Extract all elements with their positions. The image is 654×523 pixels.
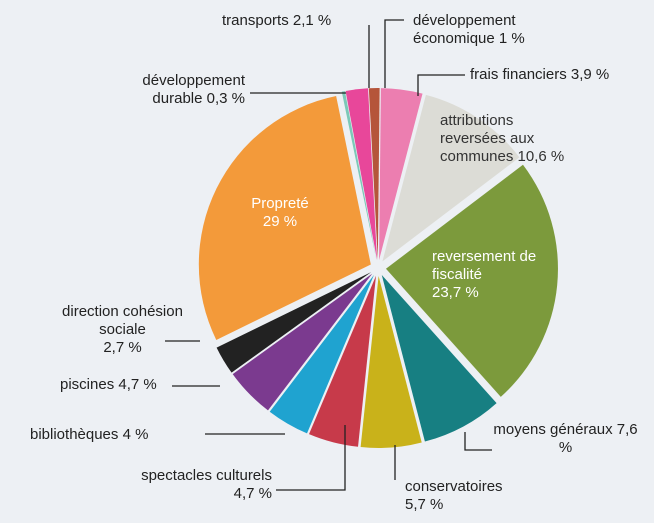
category-name: développement économique bbox=[413, 12, 516, 47]
leader-line bbox=[276, 425, 346, 491]
slice bbox=[341, 91, 377, 261]
slice-label: piscines 4,7 % bbox=[60, 376, 175, 394]
slice bbox=[216, 272, 372, 373]
category-name: moyens généraux bbox=[493, 421, 613, 438]
leader-line bbox=[384, 19, 404, 88]
slice-label: reversement de fiscalité 23,7 % bbox=[432, 248, 552, 302]
slice-label: développement durable 0,3 % bbox=[95, 72, 245, 108]
value-label: 5,7 % bbox=[405, 496, 444, 513]
slice-label: transports 2,1 % bbox=[222, 12, 367, 30]
slice-label: Propreté 29 % bbox=[220, 195, 340, 231]
value-label: 23,7 % bbox=[432, 284, 479, 301]
category-name: piscines bbox=[60, 376, 115, 393]
leader-line bbox=[417, 74, 465, 96]
slice bbox=[360, 275, 422, 448]
value-label: 2,7 % bbox=[103, 339, 142, 356]
slice-label: direction cohésion sociale 2,7 % bbox=[40, 303, 205, 357]
slice-label: moyens généraux 7,6 % bbox=[488, 421, 643, 457]
slice-label: spectacles culturels 4,7 % bbox=[52, 467, 272, 503]
value-label: 2,1 % bbox=[292, 12, 332, 29]
slice bbox=[382, 94, 520, 262]
category-name: reversement de fiscalité bbox=[432, 248, 537, 283]
slice-label: conservatoires 5,7 % bbox=[405, 478, 545, 514]
slice bbox=[309, 275, 377, 447]
category-name: Propreté bbox=[251, 195, 309, 212]
value-label: 3,9 % bbox=[570, 66, 610, 83]
slice-label: attributions reversées aux communes 10,6… bbox=[440, 112, 575, 166]
value-label: 10,6 % bbox=[517, 148, 565, 165]
category-name: développement durable bbox=[142, 72, 245, 107]
slice bbox=[198, 96, 371, 340]
category-name: bibliothèques bbox=[30, 426, 119, 443]
slice bbox=[381, 275, 497, 442]
value-label: 29 % bbox=[262, 213, 298, 230]
slice bbox=[368, 88, 380, 261]
slice bbox=[232, 273, 373, 411]
slice-label: frais financiers 3,9 % bbox=[470, 66, 650, 84]
value-label: 0,3 % bbox=[206, 90, 245, 107]
leader-lines bbox=[165, 19, 492, 491]
slice bbox=[345, 88, 378, 261]
category-name: direction cohésion sociale bbox=[62, 303, 183, 338]
category-name: conservatoires bbox=[405, 478, 503, 495]
value-label: 7,6 % bbox=[558, 421, 638, 456]
category-name: spectacles culturels bbox=[141, 467, 272, 484]
leader-line bbox=[464, 432, 492, 451]
slice-label: développement économique 1 % bbox=[413, 12, 563, 48]
category-name: frais financiers bbox=[470, 66, 567, 83]
slice bbox=[379, 88, 423, 261]
slice bbox=[385, 164, 558, 397]
value-label: 1 % bbox=[498, 30, 525, 47]
value-label: 4 % bbox=[122, 426, 149, 443]
value-label: 4,7 % bbox=[118, 376, 157, 393]
category-name: transports bbox=[222, 12, 289, 29]
value-label: 4,7 % bbox=[233, 485, 272, 502]
category-name: attributions reversées aux communes bbox=[440, 112, 535, 165]
slice bbox=[269, 274, 374, 434]
slices bbox=[198, 88, 558, 448]
slice-label: bibliothèques 4 % bbox=[30, 426, 205, 444]
